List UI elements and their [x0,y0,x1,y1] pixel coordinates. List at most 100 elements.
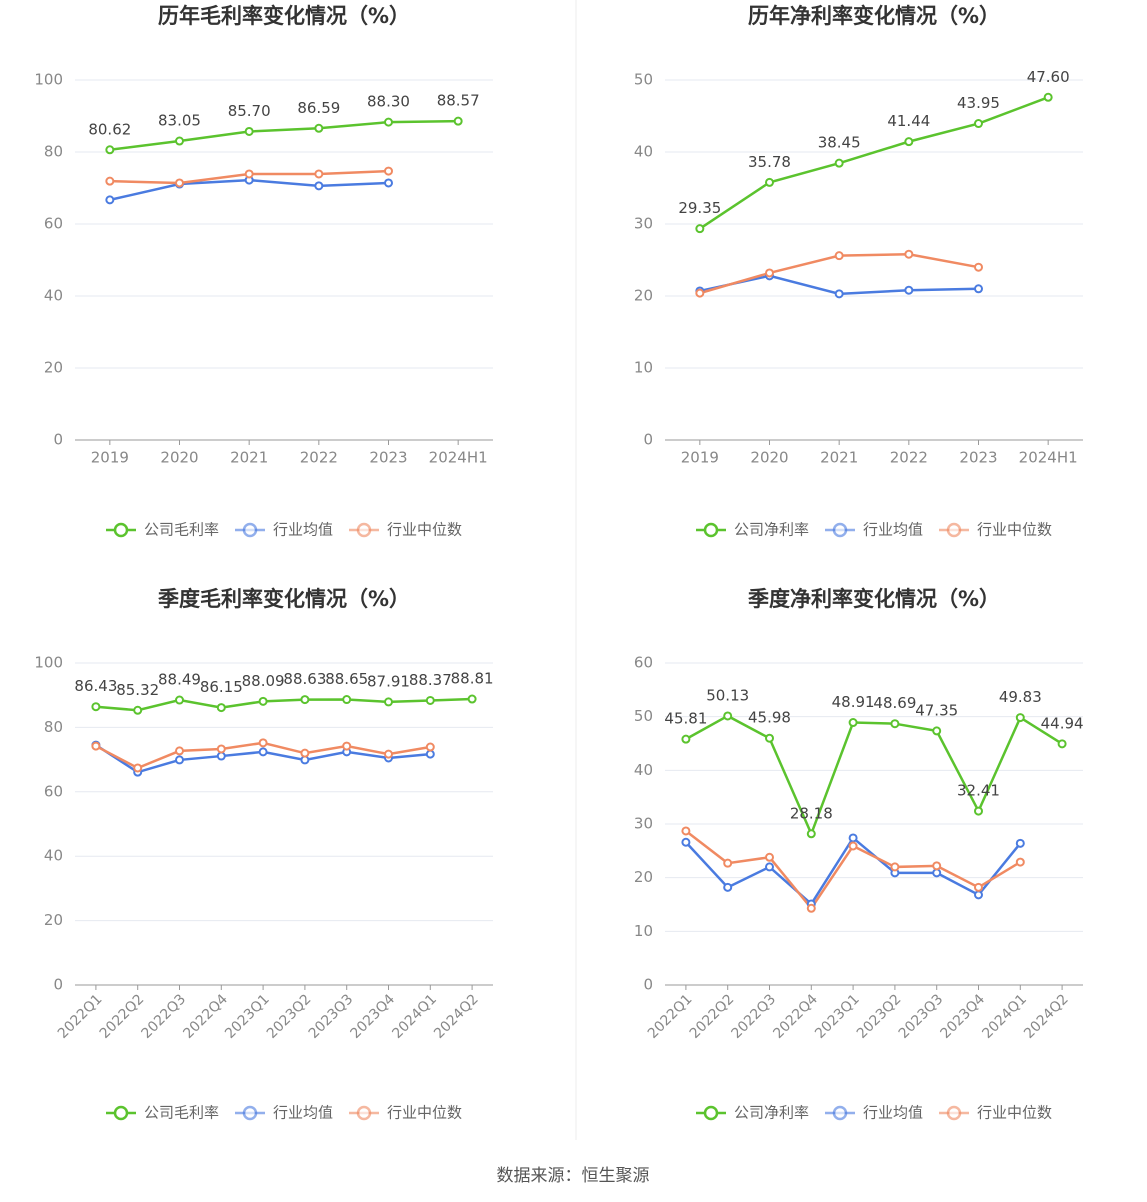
y-tick-label: 60 [44,215,63,233]
data-point [932,726,942,736]
data-point [384,117,393,127]
data-point [974,262,983,272]
chart-title: 历年毛利率变化情况（%） [158,4,410,28]
data-point [695,288,705,298]
data-label: 88.49 [158,671,201,689]
legend-item: 公司毛利率 [106,1104,219,1122]
data-point [974,119,983,129]
data-point [105,145,115,155]
y-tick-label: 40 [634,143,653,161]
y-tick-label: 40 [44,287,63,305]
data-point [425,742,435,752]
data-point [1015,713,1025,723]
data-point [342,741,352,751]
legend-label: 行业均值 [863,1104,923,1122]
data-label: 49.83 [999,688,1042,706]
y-tick-label: 60 [44,782,63,800]
data-label: 87.91 [367,672,410,690]
legend-marker [832,522,848,538]
source-note: 数据来源：恒生聚源 [497,1166,650,1186]
legend-marker [703,522,719,538]
data-label: 35.78 [748,153,791,171]
data-point [681,734,691,744]
y-tick-label: 100 [34,654,63,672]
data-point [425,749,435,759]
data-point [723,882,733,892]
data-point [848,833,858,843]
x-tick-label: 2024Q2 [1021,991,1072,1042]
data-point [806,829,816,839]
data-point [834,158,844,168]
data-label: 86.15 [200,678,243,696]
legend-label: 公司净利率 [734,1104,809,1122]
x-tick-label: 2022Q1 [55,991,106,1042]
x-tick-label: 2022 [300,449,338,467]
data-label: 28.18 [790,804,833,822]
series-line [95,697,473,712]
series-line [685,714,1063,838]
data-label: 88.30 [367,93,410,111]
data-point [300,695,310,705]
data-point [932,868,942,878]
y-tick-label: 20 [44,911,63,929]
legend-item: 行业均值 [825,521,923,539]
y-tick-label: 10 [634,922,653,940]
x-tick-label: 2023Q1 [812,991,863,1042]
legend-marker [946,1105,962,1121]
legend-label: 公司净利率 [734,521,809,539]
data-label: 88.37 [409,671,452,689]
y-tick-label: 20 [44,359,63,377]
x-tick-label: 2019 [681,449,719,467]
legend-marker [356,1105,372,1121]
x-tick-label: 2021 [820,449,858,467]
legend-item: 行业中位数 [939,521,1052,539]
data-point [765,862,774,872]
data-point [175,178,184,188]
data-label: 41.44 [887,112,930,130]
data-point [175,695,184,705]
legend-label: 公司毛利率 [144,1104,219,1122]
legend-label: 行业均值 [273,1104,333,1122]
legend-label: 行业中位数 [977,521,1052,539]
x-tick-label: 2023Q1 [222,991,273,1042]
x-tick-label: 2019 [91,449,129,467]
y-tick-label: 60 [634,654,653,672]
legend-item: 行业中位数 [349,521,462,539]
data-label: 88.63 [283,670,326,688]
data-point [314,123,324,133]
data-label: 32.41 [957,782,1000,800]
data-point [765,177,774,187]
legend-item: 公司毛利率 [106,521,219,539]
data-label: 88.57 [437,92,480,110]
data-label: 86.59 [297,99,340,117]
legend-marker [832,1105,848,1121]
data-label: 45.81 [664,710,707,728]
series-line [699,96,1049,230]
data-label: 47.60 [1027,68,1070,86]
y-tick-label: 40 [44,847,63,865]
y-tick-label: 0 [53,431,63,449]
y-tick-label: 0 [643,976,653,994]
legend-item: 行业均值 [825,1104,923,1122]
data-label: 88.65 [325,670,368,688]
x-tick-label: 2022Q3 [729,991,780,1042]
x-tick-label: 2023Q2 [854,991,905,1042]
data-label: 38.45 [818,134,861,152]
legend-marker [356,522,372,538]
data-point [258,696,268,706]
legend-item: 公司净利率 [696,1104,809,1122]
chart-title: 季度净利率变化情况（%） [748,587,1000,611]
data-point [453,116,463,126]
data-point [384,749,393,759]
data-point [890,862,900,872]
data-point [723,711,733,721]
x-tick-label: 2023Q4 [348,991,399,1042]
data-point [244,126,254,136]
x-tick-label: 2023 [369,449,407,467]
data-point [216,751,226,761]
data-point [890,719,900,729]
x-tick-label: 2022Q4 [770,991,821,1042]
data-label: 83.05 [158,112,201,130]
data-point [1015,838,1025,848]
